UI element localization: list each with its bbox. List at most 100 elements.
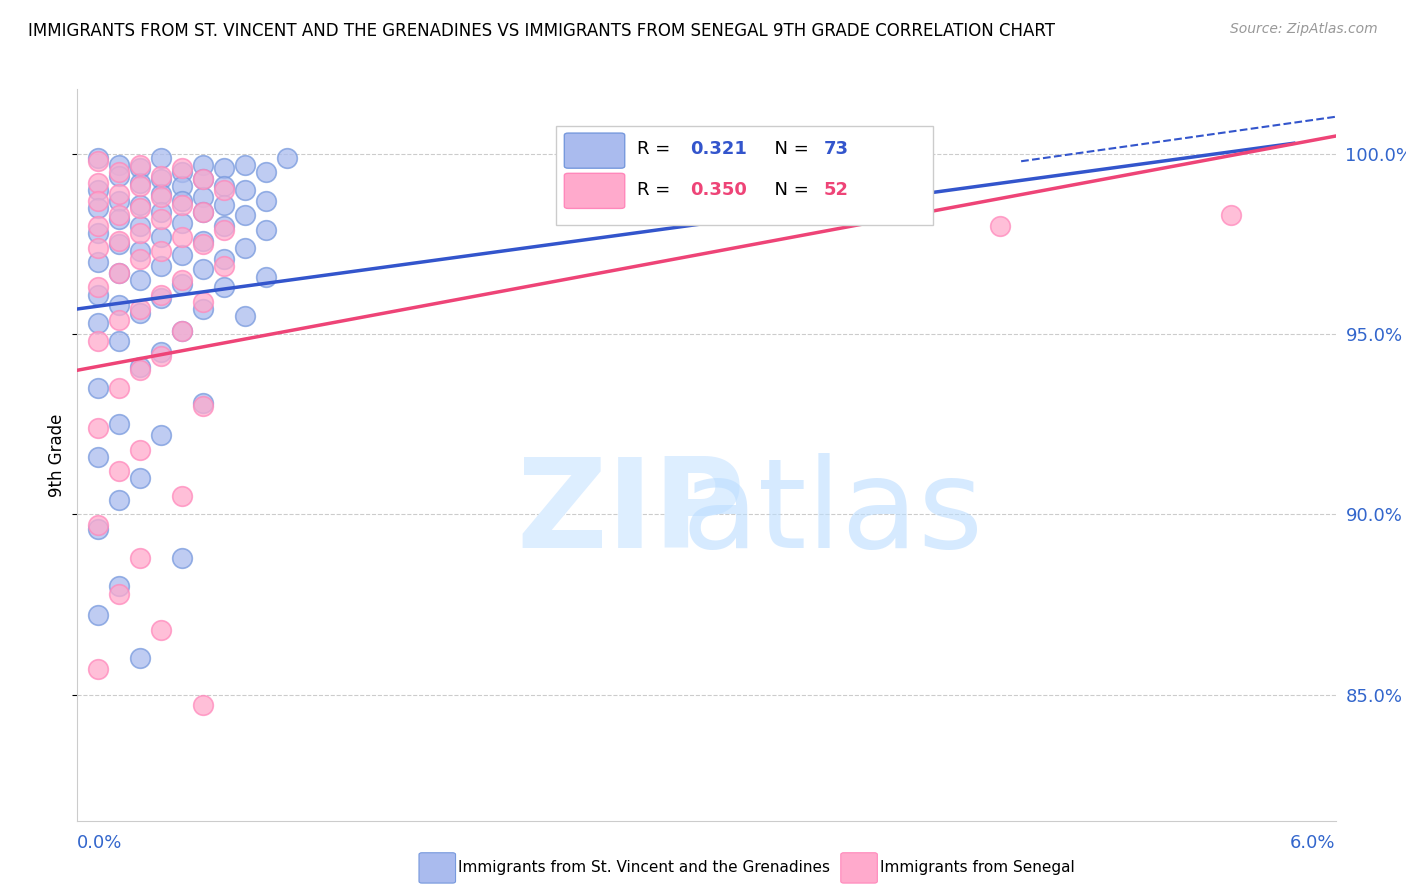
- Point: [172, 161, 194, 176]
- Point: [129, 471, 152, 485]
- Point: [172, 273, 194, 287]
- Point: [108, 194, 131, 208]
- Point: [172, 248, 194, 262]
- Point: [87, 662, 110, 676]
- Point: [129, 550, 152, 565]
- Point: [212, 183, 235, 197]
- Point: [191, 234, 215, 248]
- Text: 73: 73: [824, 140, 849, 158]
- Point: [212, 161, 235, 176]
- Point: [87, 280, 110, 294]
- Point: [1219, 208, 1241, 222]
- Point: [254, 165, 277, 179]
- Point: [233, 158, 256, 172]
- Point: [129, 197, 152, 211]
- Point: [108, 579, 131, 593]
- Point: [150, 204, 173, 219]
- Point: [191, 301, 215, 316]
- Point: [172, 489, 194, 503]
- Point: [108, 237, 131, 252]
- Point: [191, 237, 215, 252]
- Point: [172, 215, 194, 229]
- Point: [233, 309, 256, 323]
- Text: atlas: atlas: [682, 453, 983, 574]
- Point: [150, 259, 173, 273]
- Point: [191, 204, 215, 219]
- Point: [129, 227, 152, 241]
- Point: [108, 186, 131, 201]
- Point: [172, 197, 194, 211]
- Point: [129, 442, 152, 457]
- Text: 52: 52: [824, 181, 849, 199]
- Text: 0.350: 0.350: [690, 181, 747, 199]
- Point: [212, 179, 235, 194]
- Point: [172, 194, 194, 208]
- Point: [87, 241, 110, 255]
- FancyBboxPatch shape: [564, 133, 624, 169]
- Point: [191, 399, 215, 413]
- Point: [87, 183, 110, 197]
- Point: [108, 208, 131, 222]
- Point: [108, 165, 131, 179]
- Point: [87, 255, 110, 269]
- Point: [212, 223, 235, 237]
- Point: [129, 301, 152, 316]
- Text: Source: ZipAtlas.com: Source: ZipAtlas.com: [1230, 22, 1378, 37]
- FancyBboxPatch shape: [555, 126, 934, 225]
- Point: [150, 172, 173, 186]
- FancyBboxPatch shape: [564, 173, 624, 209]
- Point: [87, 608, 110, 623]
- Point: [988, 219, 1011, 233]
- Point: [150, 287, 173, 301]
- Point: [129, 305, 152, 319]
- Point: [129, 252, 152, 266]
- Point: [172, 324, 194, 338]
- Point: [87, 154, 110, 169]
- Point: [129, 363, 152, 377]
- Point: [212, 280, 235, 294]
- Point: [87, 227, 110, 241]
- Point: [108, 266, 131, 280]
- Point: [87, 450, 110, 464]
- Text: IMMIGRANTS FROM ST. VINCENT AND THE GRENADINES VS IMMIGRANTS FROM SENEGAL 9TH GR: IMMIGRANTS FROM ST. VINCENT AND THE GREN…: [28, 22, 1054, 40]
- Point: [87, 151, 110, 165]
- Point: [108, 334, 131, 349]
- Point: [108, 381, 131, 395]
- Point: [191, 262, 215, 277]
- Point: [191, 698, 215, 713]
- Text: R =: R =: [637, 181, 676, 199]
- Point: [172, 230, 194, 244]
- Point: [129, 219, 152, 233]
- Point: [87, 176, 110, 190]
- Text: 0.321: 0.321: [690, 140, 747, 158]
- Point: [108, 211, 131, 226]
- Point: [108, 417, 131, 432]
- Point: [108, 464, 131, 478]
- Point: [191, 158, 215, 172]
- Point: [172, 179, 194, 194]
- Point: [87, 287, 110, 301]
- Point: [150, 190, 173, 204]
- Point: [129, 158, 152, 172]
- Point: [150, 186, 173, 201]
- Point: [212, 197, 235, 211]
- Point: [87, 334, 110, 349]
- Point: [87, 522, 110, 536]
- Point: [129, 273, 152, 287]
- Text: Immigrants from Senegal: Immigrants from Senegal: [880, 861, 1076, 875]
- Y-axis label: 9th Grade: 9th Grade: [48, 413, 66, 497]
- Point: [108, 492, 131, 507]
- Point: [129, 161, 152, 176]
- Point: [129, 651, 152, 665]
- Point: [233, 241, 256, 255]
- Point: [150, 211, 173, 226]
- Point: [233, 183, 256, 197]
- Point: [150, 291, 173, 305]
- Point: [191, 172, 215, 186]
- Text: 0.0%: 0.0%: [77, 834, 122, 852]
- Text: N =: N =: [763, 140, 814, 158]
- Point: [191, 204, 215, 219]
- Point: [87, 219, 110, 233]
- Text: N =: N =: [763, 181, 814, 199]
- Point: [108, 298, 131, 312]
